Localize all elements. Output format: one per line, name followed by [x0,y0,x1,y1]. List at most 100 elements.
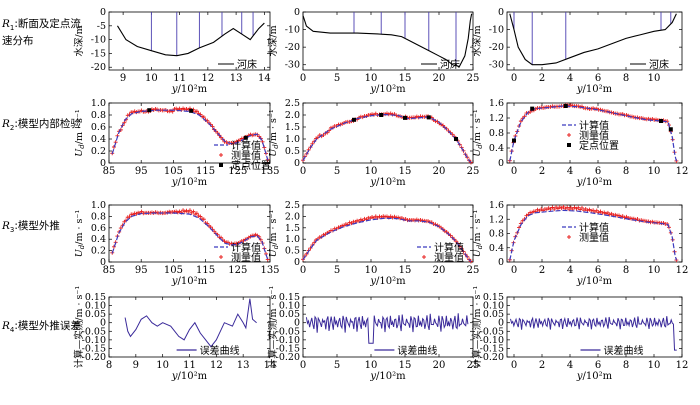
y-axis-var: U [74,148,85,157]
y-axis-label: 计算—实测/m · s⁻¹ [73,286,85,369]
y-tick-label: 1.5 [285,223,300,234]
x-tick-label: 0 [300,265,306,276]
measured-point [628,216,633,221]
x-tick-label: 12 [201,73,214,84]
chart-panel-r3c2: 0 5 10 15 20 25 00.51.01.52.02.5 y/10²m Ud/m · s… [268,200,479,287]
y-axis-sub: d [476,144,484,149]
chart-panel-r2c3: 0 2 4 6 8 10 12 0 0.4 0.8 1.2 1.6 y/10²m Ud/m · s⁻¹ 计算… [472,98,688,188]
legend-label-calc: 计算值 [231,241,261,254]
measured-point [191,209,196,214]
measured-point [518,119,523,124]
y-tick-label: 1.5 [285,122,300,133]
x-tick-label: 8 [106,360,112,371]
x-tick-label: 0 [300,166,306,177]
calculated-line [509,105,677,162]
x-tick-label: 13 [230,73,243,84]
x-tick-label: 15 [399,360,412,371]
y-tick-label: 0.15 [279,292,300,303]
y-axis-label: 计算—实测/m · s⁻¹ [471,286,483,369]
y-tick-label: -0.20 [480,352,504,363]
measured-point [568,103,573,108]
chart-panel-r4c2: 0 5 10 15 20 25-0.20-0.15-0.10-0.0500.050.100… [267,286,479,382]
y-tick-label: 0.15 [85,292,106,303]
plot-frame [108,204,271,263]
x-axis-unit: /10²m [376,177,406,188]
y-tick-label: -0.20 [276,352,300,363]
chart-panel-r3c1: 85 95 105 115 125 135 00.20.40.60.81.0 y/10²m Ud… [74,200,280,287]
measured-point [194,109,199,114]
y-axis-sub: d [476,244,484,249]
x-tick-label: 95 [135,166,148,177]
y-tick-label: -0.10 [82,335,106,346]
x-tick-label: 25 [467,360,480,371]
measured-point [194,211,199,216]
measured-point [414,114,419,119]
x-tick-label: 115 [196,166,215,177]
x-tick-label: 0 [300,73,306,84]
x-axis-unit: /10²m [376,84,406,95]
station-marker [512,138,516,143]
legend-label-riverbed: 河床 [440,58,460,71]
y-tick-label: 0 [498,318,504,329]
y-tick-label: -0.05 [82,326,106,337]
x-axis-label: y/10²m [369,371,406,382]
plot-frame [506,11,683,71]
measured-point [585,208,590,213]
y-tick-label: -0.20 [82,352,106,363]
x-tick-label: 9 [120,73,126,84]
calculated-line [509,209,677,261]
measured-point [418,217,423,222]
riverbed-line [509,13,677,66]
x-axis-label: y/10²m [576,177,613,188]
y-tick-label: 0 [100,158,106,169]
chart-panel-r2c2: 0 5 10 15 20 25 00.51.01.52.02.5 y/10²m Ud/m · s… [268,98,479,188]
x-tick-label: 14 [258,73,271,84]
y-tick-label: 1.6 [489,200,504,211]
x-tick-label: 10 [648,73,661,84]
row-subscript: 4 [9,326,15,335]
measured-point [377,214,382,219]
row-symbol: R [2,320,10,332]
y-axis-label: Ud/m · s⁻¹ [74,109,86,157]
x-tick-label: 12 [210,360,223,371]
y-tick-label: -10 [285,25,300,36]
x-axis-label: y/10²m [369,84,406,95]
y-tick-label: 0.5 [285,146,300,157]
chart-panel-r2c1: 85 95 105 115 125 135 00.20.40.60.81.0 y/10²m Ud… [74,98,280,188]
x-tick-label: 6 [595,265,601,276]
y-axis-label: Ud/m · s⁻¹ [472,109,484,157]
y-tick-label: 0.8 [91,211,106,222]
calculated-line [111,109,269,161]
y-tick-label: 0.8 [489,229,504,240]
y-axis-sub: d [272,144,280,149]
x-tick-label: 85 [103,265,116,276]
y-axis-var: U [268,248,279,257]
station-marker [530,106,535,111]
y-tick-label: 1.0 [91,200,106,211]
y-tick-label: 0.4 [91,234,106,245]
x-tick-label: 115 [196,265,215,276]
y-tick-label: -10 [489,25,504,36]
x-axis-label: y/10²m [576,276,613,287]
x-tick-label: 8 [623,166,629,177]
x-tick-label: 20 [433,360,446,371]
y-tick-label: -20 [285,42,300,53]
legend-label-error: 误差曲线 [397,344,437,357]
plot-frame [108,11,271,71]
y-tick-label: 0.10 [279,301,300,312]
measured-point [454,239,459,244]
y-tick-label: 0.8 [91,110,106,121]
x-tick-label: 10 [145,73,158,84]
calculated-line [302,113,472,163]
y-axis-label: Ud/m · s⁻¹ [74,210,86,258]
measured-point [412,218,417,223]
calculated-line [302,217,472,262]
x-axis-unit: /10²m [583,177,613,188]
chart-panel-r4c1: 8 9 10 11 12 13 14-0.20-0.15-0.10-0.0500.050.1… [73,286,276,382]
y-tick-label: 0 [100,7,106,18]
x-tick-label: 11 [173,73,186,84]
x-axis-var: y [171,276,178,287]
y-tick-label: 0 [100,318,106,329]
row-label-text: 模型内部检验 [17,118,81,130]
station-marker [659,119,663,123]
